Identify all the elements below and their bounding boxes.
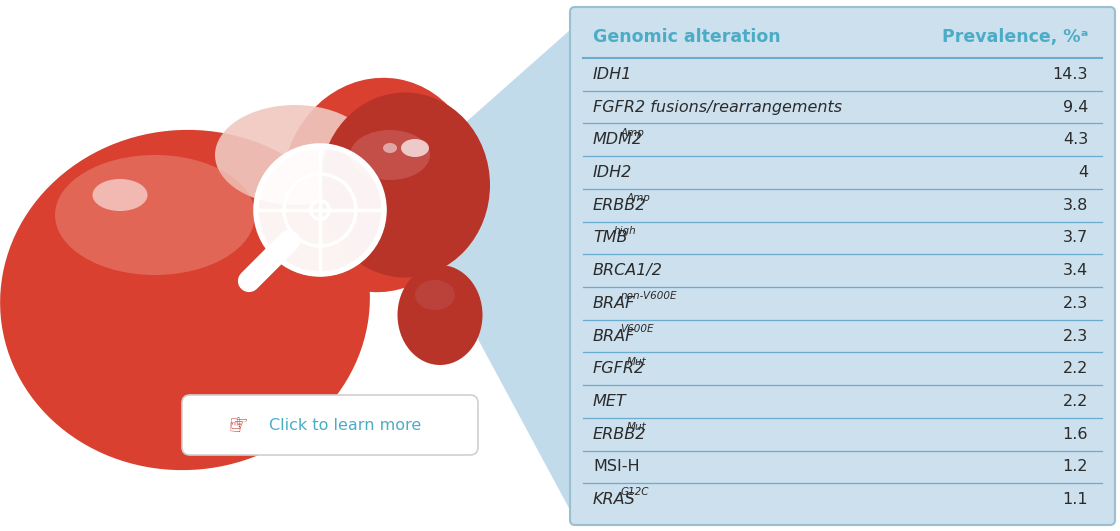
Ellipse shape: [282, 78, 478, 292]
Text: IDH1: IDH1: [592, 67, 633, 82]
FancyBboxPatch shape: [570, 7, 1116, 525]
Text: Mut: Mut: [627, 422, 646, 432]
Ellipse shape: [398, 265, 483, 365]
Ellipse shape: [0, 130, 370, 470]
Circle shape: [255, 145, 385, 275]
Text: 2.2: 2.2: [1063, 361, 1088, 376]
Text: FGFR2 fusions/rearrangements: FGFR2 fusions/rearrangements: [592, 100, 842, 115]
Text: Amp: Amp: [627, 193, 651, 203]
Text: Mut: Mut: [627, 357, 646, 366]
FancyBboxPatch shape: [181, 395, 478, 455]
Ellipse shape: [93, 179, 148, 211]
Text: TMB: TMB: [592, 230, 627, 245]
Text: MET: MET: [592, 394, 626, 409]
Text: 3.7: 3.7: [1063, 230, 1088, 245]
Text: FGFR2: FGFR2: [592, 361, 645, 376]
Text: BRCA1/2: BRCA1/2: [592, 263, 663, 278]
Text: G12C: G12C: [620, 487, 648, 498]
Text: BRAF: BRAF: [592, 296, 635, 311]
Text: high: high: [614, 226, 636, 236]
Text: Prevalence, %ᵃ: Prevalence, %ᵃ: [942, 28, 1088, 46]
Text: 2.2: 2.2: [1063, 394, 1088, 409]
Text: ☞: ☞: [228, 415, 248, 435]
Text: V600E: V600E: [620, 324, 654, 334]
Text: non-V600E: non-V600E: [620, 291, 676, 301]
Text: KRAS: KRAS: [592, 492, 636, 507]
Text: 4: 4: [1077, 165, 1088, 180]
Text: 1.1: 1.1: [1063, 492, 1088, 507]
Text: ERBB2: ERBB2: [592, 427, 646, 442]
Text: Genomic alteration: Genomic alteration: [592, 28, 781, 46]
Text: 3.8: 3.8: [1063, 198, 1088, 213]
Ellipse shape: [349, 130, 430, 180]
Text: BRAF: BRAF: [592, 329, 635, 344]
Ellipse shape: [320, 92, 491, 278]
Text: MDM2: MDM2: [592, 132, 643, 147]
Ellipse shape: [416, 280, 455, 310]
Ellipse shape: [55, 155, 255, 275]
Text: 9.4: 9.4: [1063, 100, 1088, 115]
Ellipse shape: [401, 139, 429, 157]
Text: 3.4: 3.4: [1063, 263, 1088, 278]
Text: 2.3: 2.3: [1063, 296, 1088, 311]
Text: ERBB2: ERBB2: [592, 198, 646, 213]
Text: 1.6: 1.6: [1063, 427, 1088, 442]
Text: IDH2: IDH2: [592, 165, 633, 180]
Text: 4.3: 4.3: [1063, 132, 1088, 147]
Text: 1.2: 1.2: [1063, 459, 1088, 474]
Text: ☝: ☝: [228, 416, 242, 436]
Text: Amp: Amp: [620, 127, 644, 138]
Text: 14.3: 14.3: [1053, 67, 1088, 82]
Ellipse shape: [383, 143, 396, 153]
Text: Click to learn more: Click to learn more: [269, 417, 421, 433]
Ellipse shape: [185, 165, 385, 305]
Polygon shape: [395, 30, 570, 510]
Text: MSI-H: MSI-H: [592, 459, 640, 474]
Text: 2.3: 2.3: [1063, 329, 1088, 344]
Ellipse shape: [215, 105, 375, 205]
